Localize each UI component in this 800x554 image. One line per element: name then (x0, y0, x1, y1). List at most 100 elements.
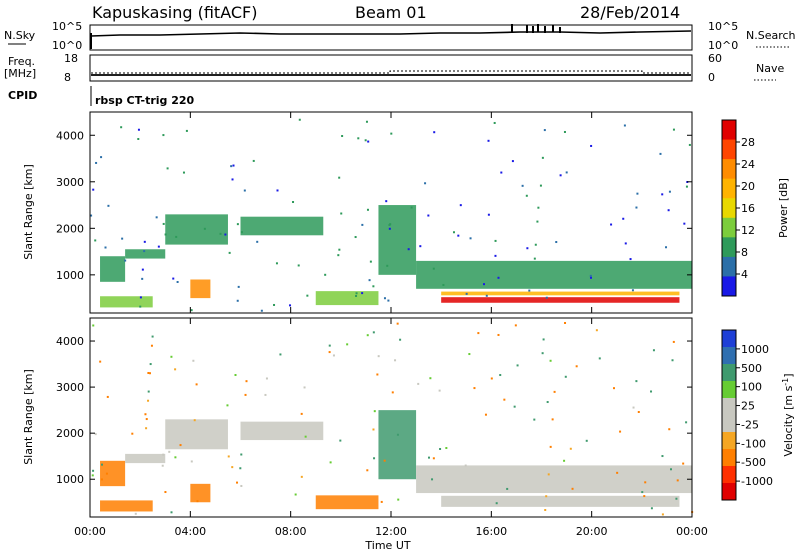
data-speckle (139, 305, 142, 308)
data-speckle (364, 139, 367, 142)
data-speckle (244, 393, 247, 396)
data-speckle (151, 335, 154, 338)
data-speckle (231, 178, 234, 181)
data-speckle (121, 237, 124, 240)
data-region (165, 214, 228, 245)
data-speckle (131, 432, 134, 435)
data-region (100, 296, 153, 308)
data-speckle (390, 132, 393, 135)
data-speckle (104, 246, 107, 249)
velocity-data (91, 321, 694, 516)
freq-unit: [MHz] (4, 67, 36, 80)
data-speckle (388, 227, 391, 230)
colorbar-tick-label: -25 (741, 418, 759, 431)
data-speckle (564, 321, 567, 324)
velocity-colorbar: 1000 500 100 25 -25 -100 -500 -1000 Velocity [m… (721, 329, 795, 501)
data-speckle (273, 303, 276, 306)
data-speckle (372, 428, 375, 431)
data-speckle (506, 487, 509, 490)
colorbar-cell (722, 237, 736, 258)
data-region (315, 495, 379, 510)
velocity-label-main: Velocity [m s (782, 385, 795, 456)
velocity-colorbar-ticks: 1000 500 100 25 -25 -100 -500 -1000 (736, 343, 773, 488)
data-speckle (442, 283, 445, 286)
data-speckle (361, 292, 364, 295)
data-speckle (661, 513, 664, 516)
data-speckle (672, 128, 675, 131)
data-speckle (685, 185, 688, 188)
nsky-frame (89, 24, 693, 51)
data-speckle (137, 137, 140, 140)
cpid-label: CPID (8, 89, 37, 102)
colorbar-cell (722, 483, 736, 501)
data-speckle (145, 427, 148, 430)
data-speckle (563, 130, 566, 133)
colorbar-tick-label: -1000 (741, 475, 773, 488)
data-speckle (276, 189, 279, 192)
data-speckle (300, 475, 303, 478)
data-speckle (533, 257, 536, 260)
data-speckle (297, 264, 300, 267)
data-speckle (635, 380, 638, 383)
data-speckle (240, 231, 243, 234)
data-speckle (190, 460, 193, 463)
data-speckle (170, 511, 173, 514)
data-region (240, 216, 324, 236)
data-speckle (497, 333, 500, 336)
data-speckle (484, 413, 487, 416)
data-speckle (536, 220, 539, 223)
velocity-label-sup: -1 (781, 378, 790, 386)
data-speckle (465, 292, 468, 295)
power-colorbar-ticks: 28 24 20 16 12 8 4 (736, 136, 755, 281)
colorbar-tick-label: 8 (741, 246, 748, 259)
velocity-colorbar-frame (721, 329, 737, 501)
data-speckle (162, 453, 165, 456)
data-region (441, 495, 680, 507)
data-speckle (144, 413, 147, 416)
colorbar-cell (722, 217, 736, 238)
data-speckle (497, 276, 500, 279)
data-speckle (459, 204, 462, 207)
data-speckle (279, 353, 282, 356)
data-speckle (174, 368, 177, 371)
data-speckle (685, 421, 688, 424)
data-speckle (589, 276, 592, 279)
data-speckle (559, 174, 562, 177)
data-speckle (494, 254, 497, 257)
data-speckle (500, 171, 503, 174)
data-speckle (391, 391, 394, 394)
data-speckle (468, 353, 471, 356)
x-tick-label: 00:00 (74, 525, 106, 538)
data-speckle (92, 324, 95, 327)
data-speckle (332, 354, 335, 357)
data-speckle (419, 245, 422, 248)
data-speckle (143, 250, 146, 253)
data-speckle (134, 512, 137, 515)
data-speckle (671, 359, 674, 362)
data-speckle (629, 258, 632, 261)
data-speckle (174, 456, 177, 459)
data-speckle (161, 464, 164, 467)
data-speckle (589, 274, 592, 277)
data-speckle (245, 380, 248, 383)
data-speckle (537, 206, 540, 209)
data-speckle (141, 268, 144, 271)
data-speckle (516, 364, 519, 367)
data-speckle (193, 419, 196, 422)
data-speckle (203, 227, 206, 230)
data-region (190, 279, 211, 299)
data-speckle (661, 455, 664, 458)
data-speckle (95, 161, 98, 164)
power-colorbar: 28 24 20 16 12 8 4 Power [dB] (721, 119, 790, 297)
x-ticks: 00:00 04:00 08:00 12:00 16:00 20:00 00:00 (74, 112, 708, 538)
data-speckle (260, 309, 263, 312)
data-speckle (292, 201, 295, 204)
data-speckle (145, 418, 148, 421)
data-speckle (613, 387, 616, 390)
data-speckle (652, 349, 655, 352)
data-speckle (445, 447, 448, 450)
data-speckle (337, 254, 340, 257)
colorbar-cell (722, 330, 736, 348)
data-speckle (176, 280, 179, 283)
data-speckle (546, 401, 549, 404)
